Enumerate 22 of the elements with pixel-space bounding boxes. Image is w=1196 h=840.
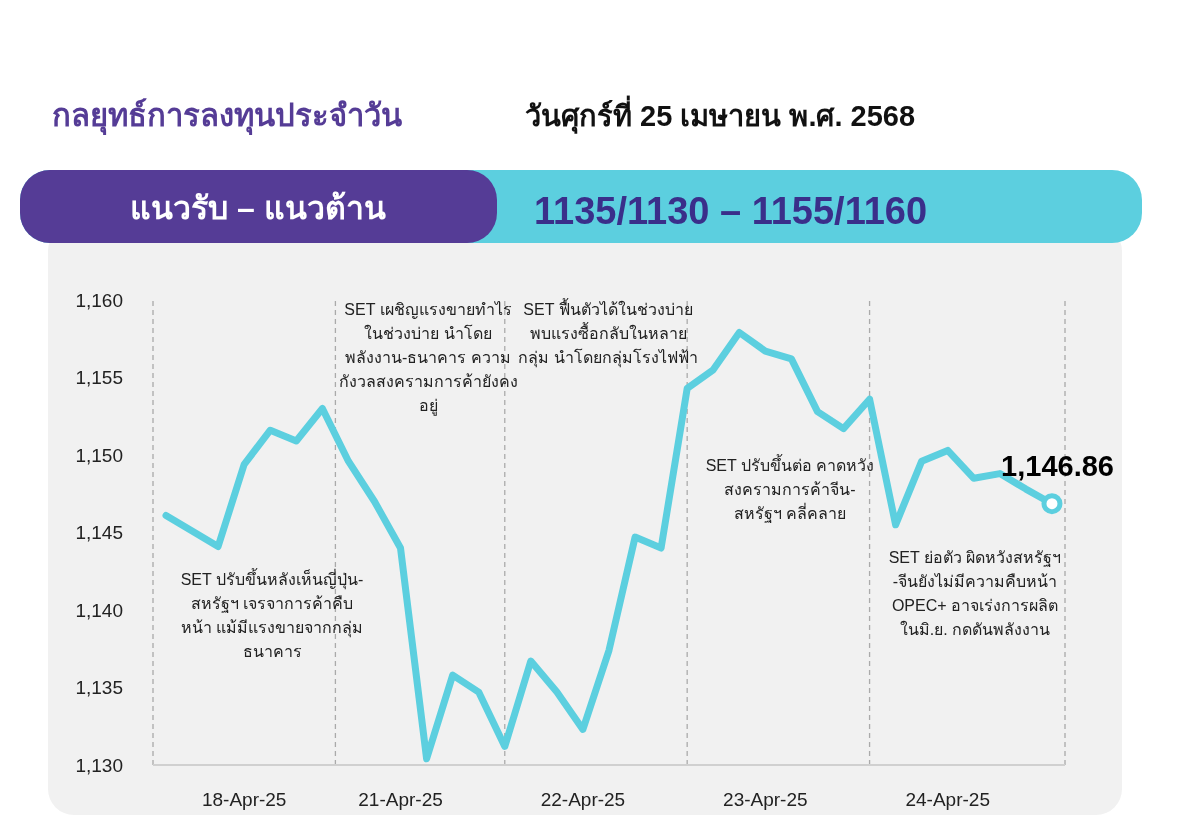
y-tick-label: 1,140 [75, 599, 123, 621]
annotation: SET ย่อตัว ผิดหวังสหรัฐฯ -จีนยังไม่มีความคืบหน้า OPEC+ อาจเร่งการผลิตในมิ.ย. กดดันพลังงาน [887, 548, 1063, 640]
y-tick-label: 1,145 [75, 522, 123, 543]
y-tick-label: 1,135 [75, 677, 123, 698]
x-tick-label: 24-Apr-25 [905, 789, 990, 810]
chart-title: กลยุทธ์การลงทุนประจำวัน [52, 98, 402, 135]
annotation: SET เผชิญแรงขายทำไรในช่วงบ่าย นำโดยพลังงาน-ธนาคาร ความกังวลสงครามการค้ายังคงอยู่ [338, 300, 518, 418]
x-tick-label: 23-Apr-25 [723, 789, 808, 810]
text: แนวรับ – แนวต้าน [130, 190, 386, 226]
annotation: SET ปรับขึ้นต่อ คาดหวังสงครามการค้าจีน-สหรัฐฯ คลี่คลาย [705, 454, 875, 525]
x-tick-label: 18-Apr-25 [201, 789, 287, 810]
y-tick-label: 1,150 [75, 444, 123, 466]
y-tick-label: 1,155 [75, 367, 123, 388]
x-tick-label: 22-Apr-25 [540, 789, 626, 810]
annotation: SET ฟื้นตัวได้ในช่วงบ่าย พบแรงซื้อกลับในหลายกลุ่ม นำโดยกลุ่มโรงไฟฟ้า [518, 298, 698, 370]
y-tick-label: 1,130 [75, 754, 123, 776]
y-tick-label: 1,160 [75, 289, 123, 311]
data-label: 1,146.86 [1001, 449, 1114, 482]
chart-subtitle: วันศุกร์ที่ 25 เมษายน พ.ศ. 2568 [525, 95, 916, 134]
text: 1135/1130 – 1155/1160 [534, 190, 928, 232]
x-tick-label: 21-Apr-25 [358, 789, 443, 810]
annotation: SET ปรับขึ้นหลังเห็นญี่ปุ่น-สหรัฐฯ เจรจาการค้าคืบหน้า แม้มีแรงขายจากกลุ่มธนาคาร [179, 568, 365, 662]
